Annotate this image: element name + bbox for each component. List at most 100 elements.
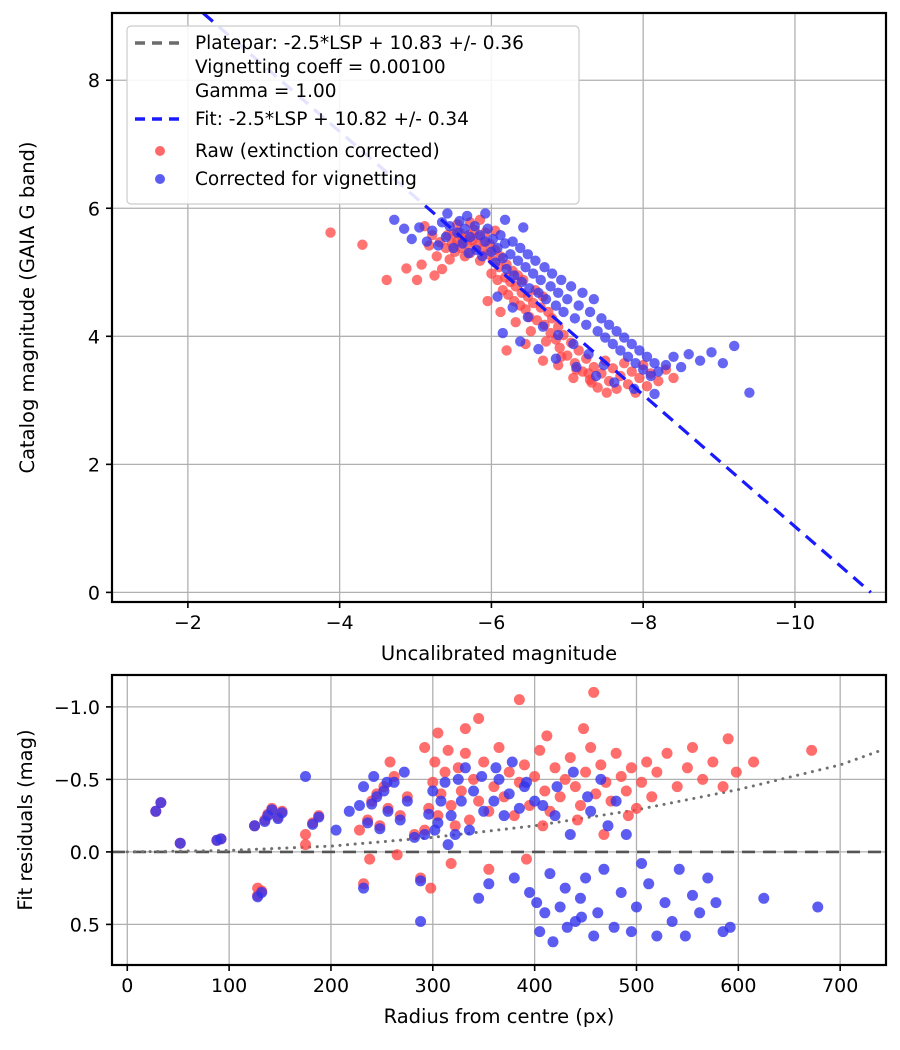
y-tick-label: 8 bbox=[88, 70, 100, 92]
data-point bbox=[488, 795, 500, 807]
data-point bbox=[503, 766, 515, 778]
data-point bbox=[578, 723, 590, 735]
data-point bbox=[401, 795, 413, 807]
data-point bbox=[533, 287, 544, 298]
data-point bbox=[533, 343, 544, 355]
data-point bbox=[431, 251, 442, 262]
data-point bbox=[445, 858, 457, 869]
data-point bbox=[660, 359, 672, 371]
data-point bbox=[473, 713, 485, 724]
legend-entry: Corrected for vignetting bbox=[155, 169, 417, 190]
data-point bbox=[651, 766, 663, 778]
data-point bbox=[577, 287, 588, 298]
data-point bbox=[620, 785, 632, 797]
data-point bbox=[495, 306, 506, 318]
data-point bbox=[722, 733, 734, 745]
data-point bbox=[653, 375, 664, 387]
data-point bbox=[608, 921, 620, 933]
data-point bbox=[592, 325, 603, 337]
data-point bbox=[313, 811, 325, 823]
bottom-ticks: 0 100 200 300 400 500 600 700 0.5 0.0 −0.5 −1.0 bbox=[54, 697, 858, 997]
bottom-gridlines bbox=[112, 675, 886, 965]
data-point bbox=[276, 807, 288, 819]
data-point bbox=[585, 805, 597, 817]
data-point bbox=[436, 263, 448, 275]
y-tick-label: 0.5 bbox=[70, 914, 100, 936]
data-point bbox=[442, 208, 453, 219]
top-yaxis-label: Catalog magnitude (GAIA G band) bbox=[16, 141, 39, 473]
data-point bbox=[537, 355, 549, 366]
data-point bbox=[442, 744, 454, 756]
data-point bbox=[439, 776, 451, 788]
data-point bbox=[408, 831, 420, 843]
y-tick-label: 0.0 bbox=[70, 842, 100, 864]
data-point bbox=[584, 306, 596, 318]
data-point bbox=[358, 882, 370, 894]
data-point bbox=[406, 233, 417, 245]
data-point bbox=[571, 814, 583, 826]
data-point bbox=[540, 293, 552, 305]
data-point bbox=[687, 742, 698, 753]
data-point bbox=[625, 926, 637, 938]
data-point bbox=[706, 347, 717, 358]
data-point bbox=[266, 804, 278, 816]
data-point bbox=[550, 353, 562, 364]
data-point bbox=[567, 766, 579, 778]
data-point bbox=[463, 814, 475, 826]
data-point bbox=[730, 766, 742, 778]
data-point bbox=[610, 747, 622, 759]
data-point bbox=[461, 210, 473, 222]
data-point bbox=[518, 759, 530, 771]
data-point bbox=[539, 261, 550, 273]
data-point bbox=[439, 766, 451, 778]
data-point bbox=[440, 231, 452, 243]
data-point bbox=[215, 833, 227, 845]
data-point bbox=[368, 771, 380, 782]
data-point bbox=[552, 329, 564, 341]
data-point bbox=[463, 824, 475, 836]
legend-label: Gamma = 1.00 bbox=[195, 81, 337, 102]
data-point bbox=[546, 313, 558, 324]
data-point bbox=[330, 824, 342, 836]
data-point bbox=[653, 366, 664, 377]
data-point bbox=[416, 259, 427, 270]
data-point bbox=[609, 377, 620, 388]
data-point bbox=[646, 791, 658, 803]
data-point bbox=[476, 771, 488, 782]
data-point bbox=[569, 781, 581, 793]
data-point bbox=[513, 802, 525, 814]
data-point bbox=[524, 283, 535, 294]
data-point bbox=[603, 319, 615, 330]
data-point bbox=[530, 255, 541, 266]
data-point bbox=[445, 810, 457, 822]
data-point bbox=[353, 824, 365, 836]
data-point bbox=[398, 766, 410, 778]
data-point bbox=[300, 829, 311, 840]
data-point bbox=[729, 340, 740, 352]
data-point bbox=[429, 756, 441, 768]
bottom-data-area bbox=[112, 686, 886, 948]
x-tick-label: −2 bbox=[174, 612, 202, 634]
data-point bbox=[697, 773, 709, 785]
data-point bbox=[483, 863, 495, 875]
x-tick-label: 500 bbox=[618, 975, 654, 997]
legend-entry: Gamma = 1.00 bbox=[195, 81, 337, 102]
data-point bbox=[598, 829, 610, 840]
top-ticks: −2 −4 −6 −8 −10 0 2 4 6 8 bbox=[88, 70, 815, 634]
data-point bbox=[556, 274, 567, 286]
data-point bbox=[590, 370, 602, 382]
data-point bbox=[445, 800, 457, 811]
data-point bbox=[432, 727, 444, 739]
data-point bbox=[645, 370, 656, 382]
data-point bbox=[411, 274, 423, 286]
data-point bbox=[534, 926, 546, 938]
data-point bbox=[531, 897, 543, 909]
y-tick-label: 4 bbox=[88, 326, 100, 348]
data-point bbox=[539, 785, 551, 797]
data-point bbox=[568, 372, 579, 384]
data-point bbox=[492, 291, 503, 302]
data-point bbox=[505, 249, 516, 260]
data-point bbox=[675, 361, 687, 373]
data-point bbox=[595, 759, 607, 771]
legend-label: Platepar: -2.5*LSP + 10.83 +/- 0.36 bbox=[195, 33, 524, 54]
